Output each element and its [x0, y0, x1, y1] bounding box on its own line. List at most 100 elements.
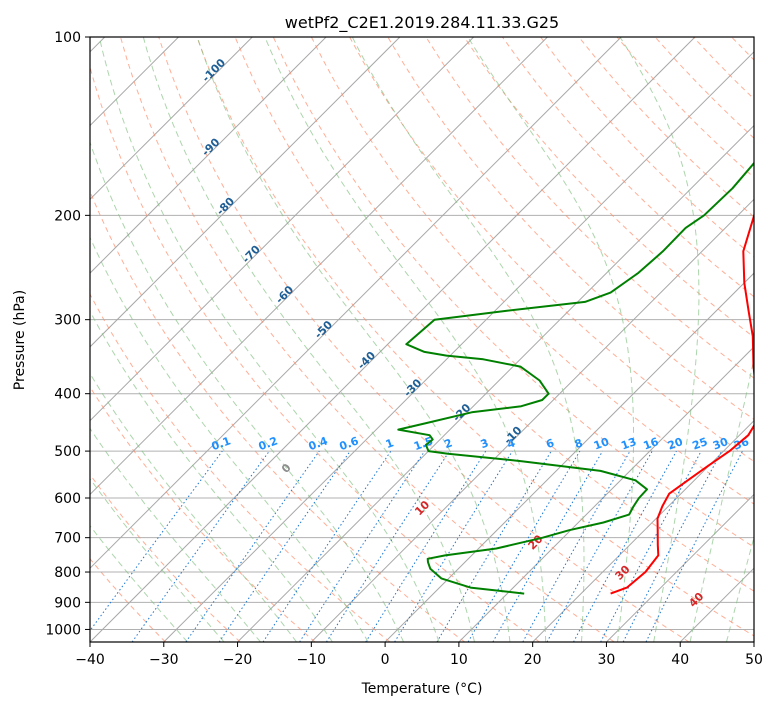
x-tick-label: 50 [745, 652, 763, 668]
dewpoint-line [397, 161, 754, 595]
moist-adiabats [90, 37, 754, 642]
profile-series [397, 161, 754, 595]
isotherm-line [90, 37, 548, 496]
isotherm-line [310, 198, 754, 642]
moist-adiabat-line [90, 310, 333, 642]
isotherm-line [90, 37, 475, 422]
plot-area: 0.1 0.2 0.4 0.6 1 1.5 2 3 4 6 8 10 13 16 20 25 30 36-100-… [90, 37, 754, 642]
y-tick-label: 700 [54, 531, 81, 547]
x-tick-label: −40 [75, 652, 105, 668]
mixing-ratio-line [546, 450, 653, 642]
mixing-ratio-label: 4 [505, 436, 517, 451]
moist-adiabat-line [98, 37, 440, 642]
mixing-ratio-label: 0.2 [257, 434, 280, 453]
dry-adiabat-line [272, 37, 754, 548]
mixing-ratio-label: 0.6 [338, 434, 361, 453]
mixing-ratio-label: 13 [619, 435, 638, 452]
mixing-ratio-line [299, 450, 426, 642]
isobar-grid [90, 37, 754, 630]
isotherm-line [90, 37, 253, 201]
y-tick-label: 200 [54, 208, 81, 224]
isotherm-line [90, 37, 401, 348]
dry-adiabat-line [463, 37, 754, 338]
moist-adiabat-line [90, 372, 298, 642]
dry-adiabat-line [196, 37, 754, 637]
y-tick-label: 300 [54, 313, 81, 329]
mixing-ratio-line [90, 450, 223, 632]
dry-adiabat-line [90, 473, 241, 642]
isotherm-line [90, 37, 622, 569]
mixing-ratio-label: 10 [592, 435, 611, 453]
mixing-ratio-label: 2 [442, 436, 454, 451]
isotherm-grid [90, 37, 754, 642]
dry-adiabat-line [90, 557, 166, 642]
mixing-ratio-line [131, 450, 270, 642]
dry-adiabat-line [425, 37, 754, 379]
x-tick-label: 20 [524, 652, 542, 668]
x-tick-label: 0 [381, 652, 390, 668]
isotherm-line [163, 51, 754, 642]
mixing-ratio-label: 6 [544, 436, 556, 451]
mixing-ratio-label: 20 [666, 435, 685, 453]
dry-adiabats [90, 37, 754, 642]
isotherm-line [237, 124, 754, 642]
isotherm-line [606, 493, 754, 642]
dry-adiabat-line [234, 37, 754, 592]
mixing-ratio-lines [90, 450, 743, 642]
moist-adiabat-line [90, 427, 261, 642]
mixing-ratio-label: 36 [732, 435, 751, 453]
x-tick-label: −10 [297, 652, 327, 668]
isotherm-line [458, 346, 754, 642]
x-tick-label: 40 [671, 652, 689, 668]
temperature-line [610, 210, 754, 595]
isotherm-line [532, 419, 754, 642]
mixing-ratio-line [573, 450, 677, 642]
x-tick-label: 10 [450, 652, 468, 668]
mixing-ratio-line [645, 450, 743, 642]
y-tick-label: 100 [54, 30, 81, 46]
moist-adiabat-line [689, 356, 754, 642]
y-tick-label: 1000 [45, 622, 81, 638]
x-axis: −40 −30 −20 −10 0 10 20 30 40 50 [75, 642, 763, 668]
mixing-ratio-label: 25 [691, 435, 710, 452]
chart-title: wetPf2_C2E1.2019.284.11.33.G25 [285, 13, 559, 33]
y-tick-label: 400 [54, 387, 81, 403]
dry-adiabat-line [349, 37, 754, 463]
mixing-ratio-label: 3 [479, 436, 491, 451]
dry-adiabat-line [90, 190, 466, 642]
mixing-ratio-label: 16 [642, 435, 661, 453]
moist-adiabat-line [142, 37, 475, 642]
mixing-ratio-line [522, 450, 631, 642]
x-tick-label: 30 [598, 652, 616, 668]
moist-adiabat-line [726, 535, 754, 642]
y-axis: 100 200 300 400 500 600 700 800 900 1000 [45, 30, 90, 638]
dry-adiabat-line [158, 37, 690, 642]
moist-adiabat-line [619, 37, 700, 642]
mixing-ratio-line [394, 450, 513, 642]
isotherm-line [90, 37, 696, 642]
mixing-ratio-line [185, 450, 320, 642]
y-tick-label: 800 [54, 565, 81, 581]
moist-adiabat-line [196, 37, 511, 642]
moist-adiabat-line [90, 140, 405, 642]
dry-adiabat-line [90, 293, 391, 642]
dry-adiabat-line [90, 386, 316, 642]
mixing-ratio-label: 1 [384, 436, 396, 451]
mixing-ratio-line [218, 450, 351, 642]
dry-adiabat-line [310, 37, 754, 505]
y-axis-title: Pressure (hPa) [12, 290, 28, 390]
y-tick-label: 500 [54, 444, 81, 460]
isotherm-line [90, 37, 327, 274]
plot-frame [89, 36, 755, 643]
mixing-ratio-line [262, 450, 392, 642]
mixing-ratio-label: 8 [573, 436, 585, 451]
x-tick-label: −20 [223, 652, 253, 668]
mixing-ratio-label: 30 [711, 435, 730, 453]
dry-adiabat-line [90, 65, 540, 642]
moist-adiabat-line [90, 524, 188, 642]
moist-adiabat-line [90, 477, 225, 642]
x-axis-title: Temperature (°C) [361, 681, 483, 697]
moist-adiabat-line [90, 236, 369, 642]
